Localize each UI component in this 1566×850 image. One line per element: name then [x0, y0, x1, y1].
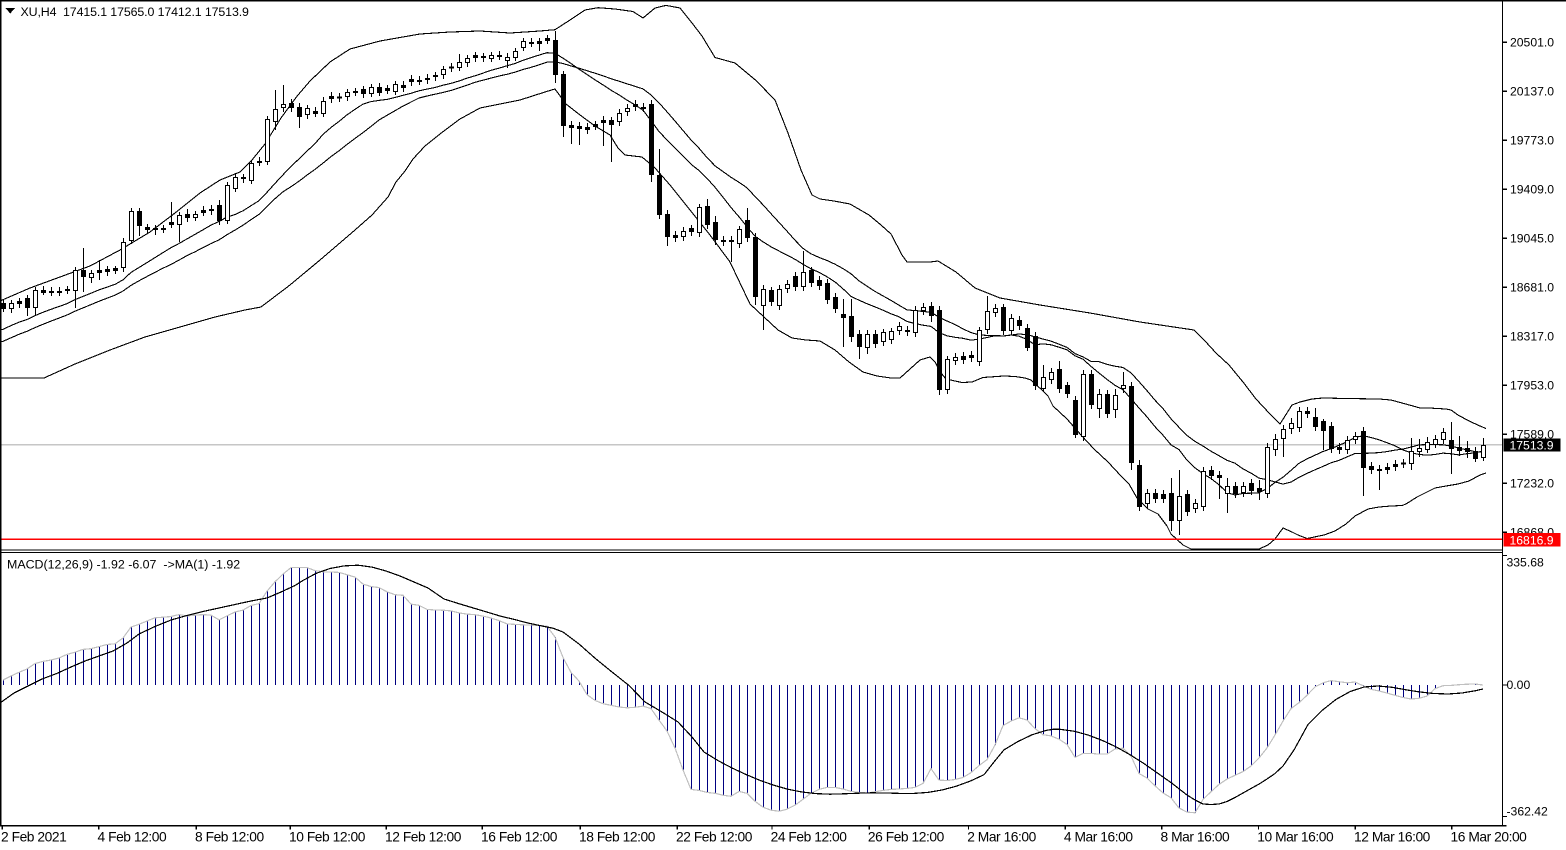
svg-text:8 Mar 16:00: 8 Mar 16:00: [1161, 830, 1230, 845]
svg-text:XU,H4 17415.1 17565.0 17412.1: XU,H4 17415.1 17565.0 17412.1 17513.9: [21, 5, 250, 19]
svg-text:MACD(12,26,9) -1.92 -6.07 ->M: MACD(12,26,9) -1.92 -6.07 ->MA(1) -1.92: [7, 558, 240, 572]
svg-text:12 Mar 16:00: 12 Mar 16:00: [1354, 830, 1431, 845]
svg-text:17953.0: 17953.0: [1510, 378, 1554, 392]
svg-text:19409.0: 19409.0: [1510, 183, 1554, 197]
svg-text:16 Feb 12:00: 16 Feb 12:00: [481, 830, 558, 845]
svg-text:-362.42: -362.42: [1507, 804, 1549, 818]
svg-text:0.00: 0.00: [1507, 678, 1531, 692]
svg-text:2 Feb 2021: 2 Feb 2021: [1, 830, 66, 845]
svg-text:335.68: 335.68: [1507, 556, 1544, 570]
svg-text:26 Feb 12:00: 26 Feb 12:00: [868, 830, 945, 845]
svg-text:20501.0: 20501.0: [1510, 36, 1554, 50]
svg-text:18 Feb 12:00: 18 Feb 12:00: [579, 830, 656, 845]
svg-text:8 Feb 12:00: 8 Feb 12:00: [195, 830, 264, 845]
svg-text:12 Feb 12:00: 12 Feb 12:00: [385, 830, 462, 845]
svg-text:2 Mar 16:00: 2 Mar 16:00: [967, 830, 1036, 845]
svg-text:18681.0: 18681.0: [1510, 280, 1554, 294]
svg-text:17589.0: 17589.0: [1510, 427, 1554, 441]
svg-text:20137.0: 20137.0: [1510, 85, 1554, 99]
svg-text:19773.0: 19773.0: [1510, 134, 1554, 148]
svg-text:16 Mar 20:00: 16 Mar 20:00: [1451, 830, 1528, 845]
svg-text:24 Feb 12:00: 24 Feb 12:00: [771, 830, 848, 845]
svg-text:10 Feb 12:00: 10 Feb 12:00: [289, 830, 366, 845]
svg-text:4 Feb 12:00: 4 Feb 12:00: [98, 830, 167, 845]
svg-text:16816.9: 16816.9: [1510, 533, 1554, 547]
svg-text:18317.0: 18317.0: [1510, 329, 1554, 343]
svg-text:17232.0: 17232.0: [1510, 476, 1554, 490]
svg-text:4 Mar 16:00: 4 Mar 16:00: [1064, 830, 1133, 845]
svg-text:10 Mar 16:00: 10 Mar 16:00: [1257, 830, 1334, 845]
svg-text:17513.9: 17513.9: [1510, 439, 1554, 453]
svg-text:19045.0: 19045.0: [1510, 232, 1554, 246]
svg-text:22 Feb 12:00: 22 Feb 12:00: [676, 830, 753, 845]
